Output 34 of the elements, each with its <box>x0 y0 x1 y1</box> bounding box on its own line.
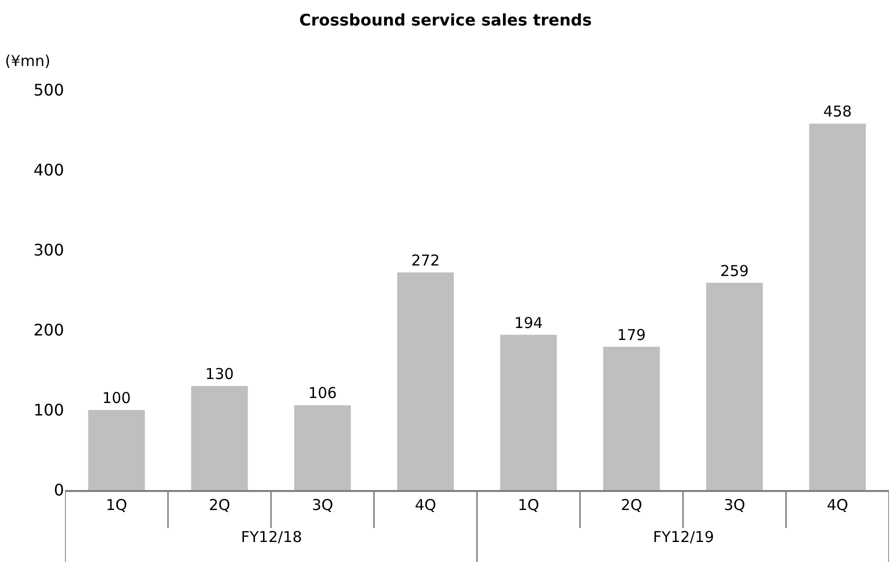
bar <box>397 272 454 490</box>
bar <box>88 410 145 490</box>
x-tick-label: 1Q <box>518 496 540 514</box>
data-label: 130 <box>205 365 234 383</box>
y-tick-label: 300 <box>33 240 64 260</box>
y-axis-title: (¥mn) <box>5 52 50 70</box>
bar <box>706 282 763 490</box>
data-label: 100 <box>102 389 131 407</box>
data-label: 458 <box>823 102 852 121</box>
x-tick-label: 4Q <box>414 496 436 514</box>
text: FY12/19 <box>653 528 714 546</box>
bar <box>294 405 351 490</box>
bar <box>191 386 248 490</box>
y-tick-label: 500 <box>33 80 64 100</box>
y-tick-label: 400 <box>33 160 64 180</box>
data-label: 106 <box>308 384 337 402</box>
data-label: 194 <box>514 314 543 332</box>
x-tick-label: 2Q <box>208 496 230 514</box>
x-tick-label: 1Q <box>106 496 128 514</box>
bar <box>500 334 557 490</box>
bar <box>603 346 660 490</box>
data-label: 272 <box>411 251 440 270</box>
text: FY12/18 <box>241 528 302 546</box>
data-label: 259 <box>720 262 749 280</box>
data-label: 179 <box>617 326 646 344</box>
chart-title: Crossbound service sales trends <box>299 10 592 30</box>
bar <box>809 124 866 490</box>
x-tick-label: 3Q <box>312 496 334 514</box>
x-tick-label: 4Q <box>826 496 848 514</box>
x-tick-label: 2Q <box>620 496 642 514</box>
x-tick-label: 3Q <box>724 496 746 514</box>
y-tick-label: 0 <box>54 480 64 500</box>
y-tick-label: 200 <box>33 320 64 340</box>
y-tick-label: 100 <box>33 400 64 420</box>
